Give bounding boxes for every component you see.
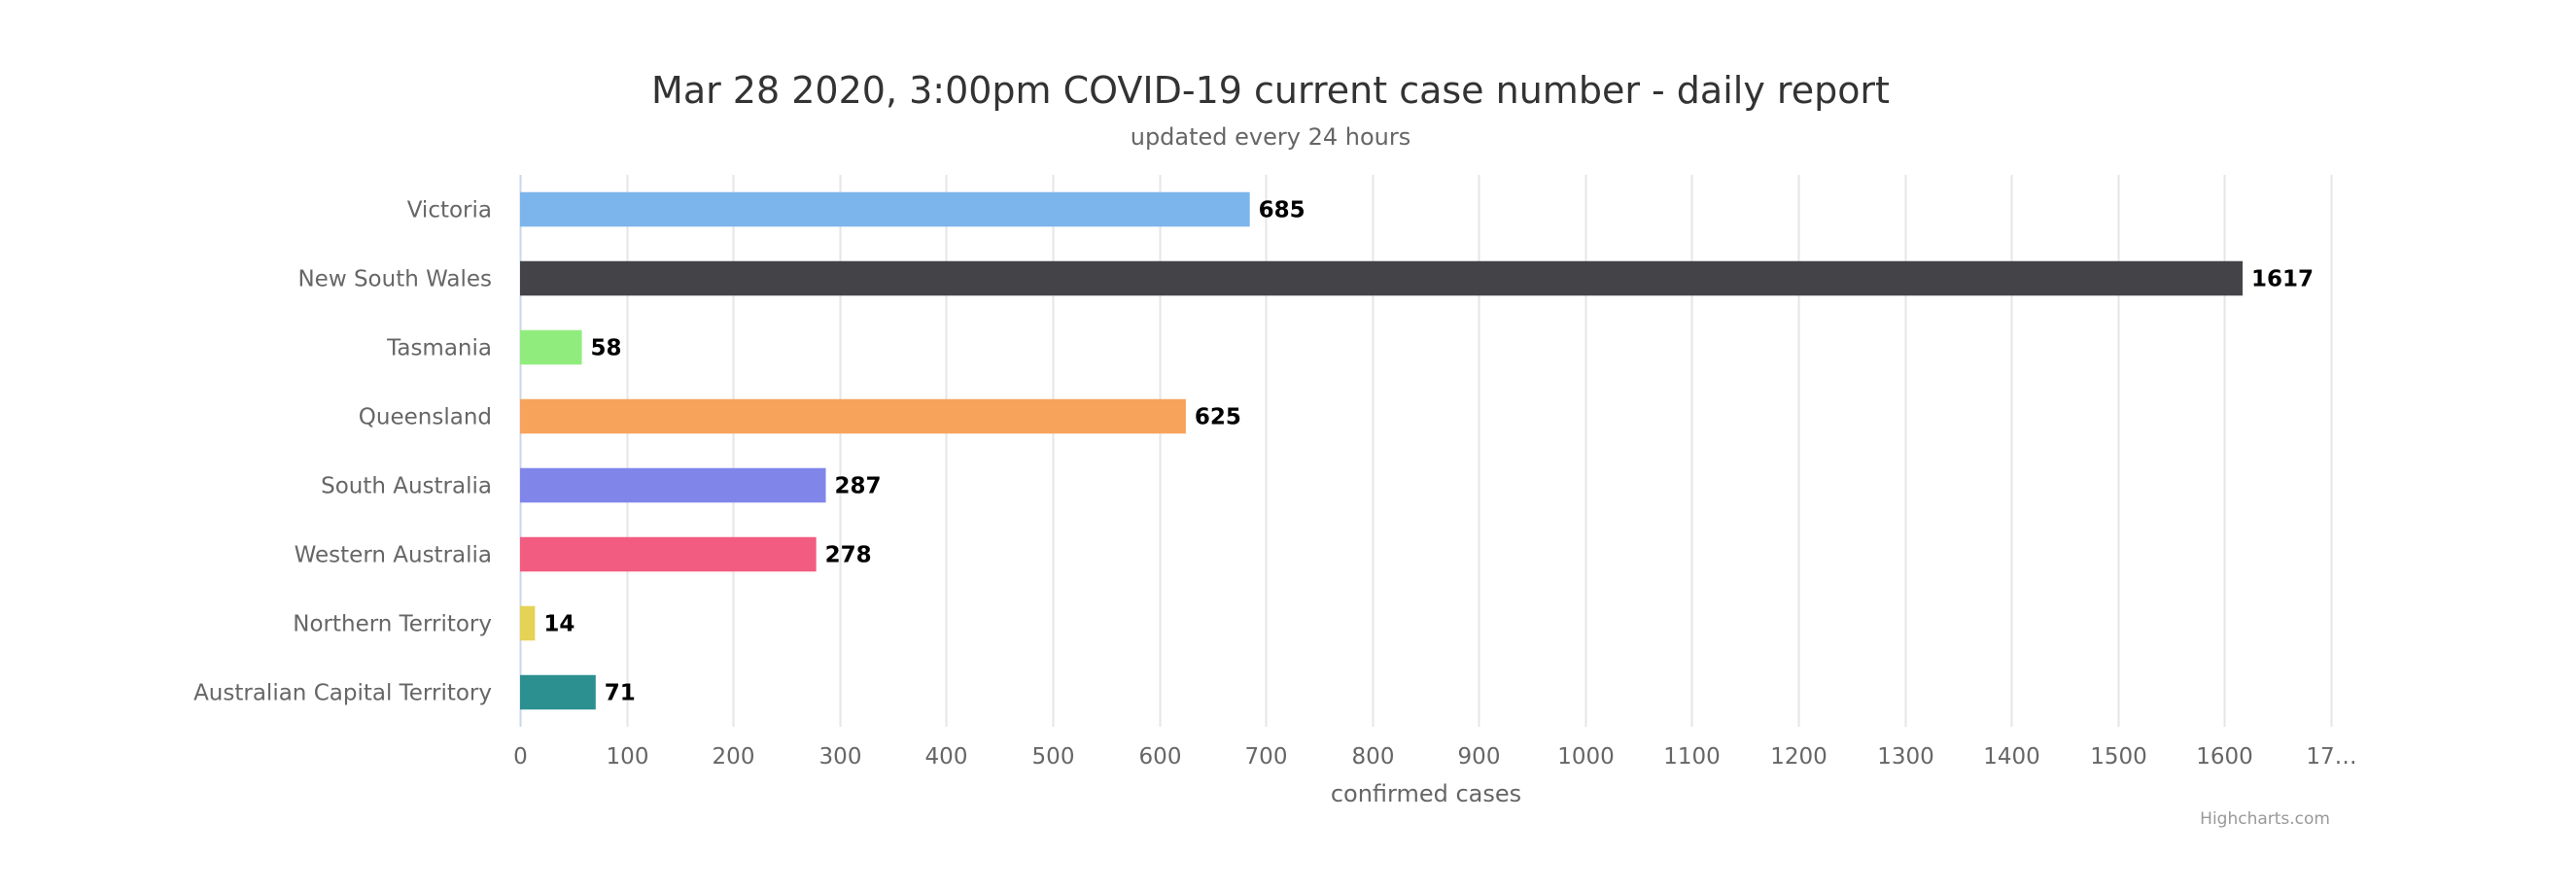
x-tick-label: 400 bbox=[925, 744, 968, 770]
x-tick-label: 1000 bbox=[1557, 744, 1615, 770]
bar[interactable] bbox=[520, 398, 1186, 434]
data-label: 287 bbox=[835, 474, 882, 499]
chart-title: Mar 28 2020, 3:00pm COVID-19 current cas… bbox=[651, 69, 1890, 112]
x-tick-label: 200 bbox=[713, 744, 755, 770]
x-tick-label: 17… bbox=[2306, 744, 2356, 770]
category-axis: Victoria New South Wales Tasmania Queenslan… bbox=[193, 198, 492, 706]
bar[interactable] bbox=[520, 329, 582, 365]
x-tick-label: 1200 bbox=[1770, 744, 1828, 770]
category-label: Queensland bbox=[359, 405, 492, 430]
bar[interactable] bbox=[520, 191, 1250, 227]
x-tick-label: 600 bbox=[1139, 744, 1182, 770]
bar[interactable] bbox=[520, 674, 596, 710]
x-tick-label: 1600 bbox=[2196, 744, 2253, 770]
category-label: Australian Capital Territory bbox=[193, 681, 492, 706]
bar-series bbox=[520, 191, 2244, 710]
category-label: Tasmania bbox=[386, 336, 492, 361]
category-label: Victoria bbox=[407, 198, 492, 223]
value-axis: 0 100 200 300 400 500 600 700 800 900 1000 1100 1200… bbox=[513, 744, 2356, 770]
bar[interactable] bbox=[520, 467, 826, 503]
category-label: New South Wales bbox=[297, 267, 492, 292]
data-labels: 685 1617 58 625 287 278 14 71 bbox=[543, 198, 2314, 706]
category-label: Western Australia bbox=[295, 543, 492, 568]
x-tick-label: 1400 bbox=[1983, 744, 2040, 770]
data-label: 71 bbox=[605, 681, 636, 706]
data-label: 685 bbox=[1259, 198, 1305, 223]
x-tick-label: 1500 bbox=[2090, 744, 2147, 770]
x-tick-label: 100 bbox=[607, 744, 649, 770]
bar[interactable] bbox=[520, 260, 2244, 296]
x-tick-label: 0 bbox=[513, 744, 528, 770]
x-tick-label: 1100 bbox=[1663, 744, 1721, 770]
data-label: 14 bbox=[543, 612, 574, 637]
category-label: Northern Territory bbox=[293, 612, 492, 637]
x-tick-label: 900 bbox=[1458, 744, 1501, 770]
data-label: 1617 bbox=[2251, 267, 2314, 292]
category-label: South Australia bbox=[321, 474, 492, 499]
grid-lines bbox=[519, 175, 2333, 727]
x-axis-title: confirmed cases bbox=[1331, 780, 1521, 807]
x-tick-label: 1300 bbox=[1877, 744, 1934, 770]
bar[interactable] bbox=[520, 605, 536, 641]
x-tick-label: 700 bbox=[1245, 744, 1288, 770]
x-tick-label: 300 bbox=[819, 744, 862, 770]
bar[interactable] bbox=[520, 536, 817, 572]
data-label: 58 bbox=[591, 336, 622, 361]
x-tick-label: 500 bbox=[1032, 744, 1075, 770]
data-label: 278 bbox=[825, 543, 872, 568]
x-tick-label: 800 bbox=[1352, 744, 1395, 770]
chart-subtitle: updated every 24 hours bbox=[1131, 123, 1411, 151]
highcharts-credits-link[interactable]: Highcharts.com bbox=[2200, 809, 2330, 829]
data-label: 625 bbox=[1195, 405, 1241, 430]
